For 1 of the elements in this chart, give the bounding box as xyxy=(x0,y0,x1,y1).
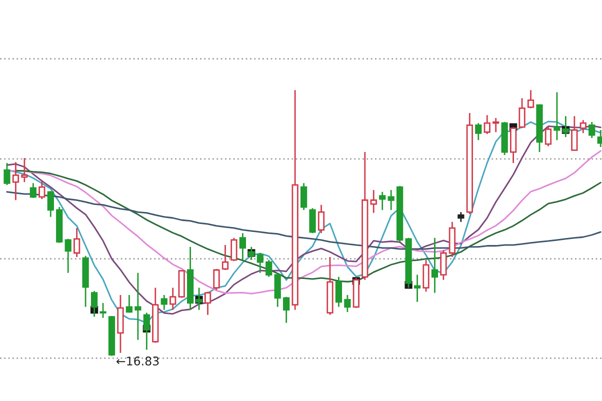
text: ←16.83 xyxy=(116,356,159,366)
